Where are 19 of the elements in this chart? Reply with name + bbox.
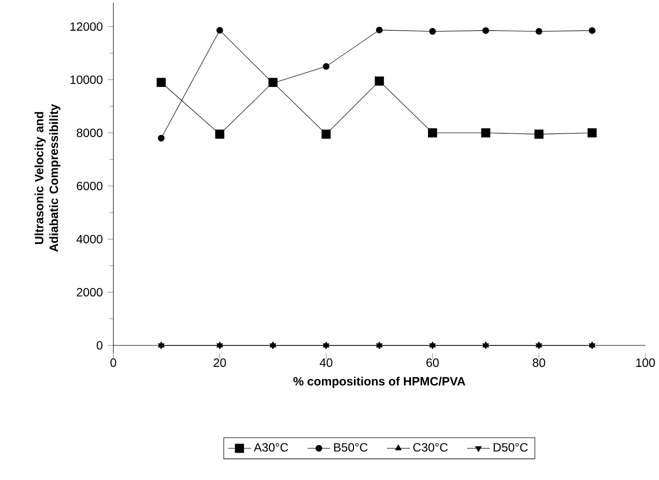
x-tick-label: 80 <box>532 358 546 367</box>
legend-label: D50°C <box>494 443 528 452</box>
x-tick-label: 0 <box>110 358 116 367</box>
x-tick-label: 20 <box>214 358 226 367</box>
x-tick-label: 60 <box>426 358 439 367</box>
y-tick-label: 6000 <box>76 182 102 190</box>
x-tick-label: 100 <box>636 358 655 367</box>
x-tick-label: 40 <box>320 358 332 367</box>
y-tick-label: 8000 <box>76 128 102 138</box>
y-axis-title: Ultrasonic Velocity and Adiabatic Compressibility <box>34 104 60 252</box>
legend-label: A30°C <box>254 443 288 452</box>
y-tick-label: 0 <box>96 341 102 350</box>
y-tick-label: 2000 <box>76 288 102 296</box>
y-tick-label: 10000 <box>70 75 102 84</box>
legend-label: B50°C <box>334 443 368 452</box>
y-tick-label: 4000 <box>76 234 102 244</box>
legend-label: C30°C <box>413 443 448 452</box>
y-tick-label: 12000 <box>70 22 102 31</box>
x-axis-title: % compositions of HPMC/PVA <box>293 376 466 388</box>
